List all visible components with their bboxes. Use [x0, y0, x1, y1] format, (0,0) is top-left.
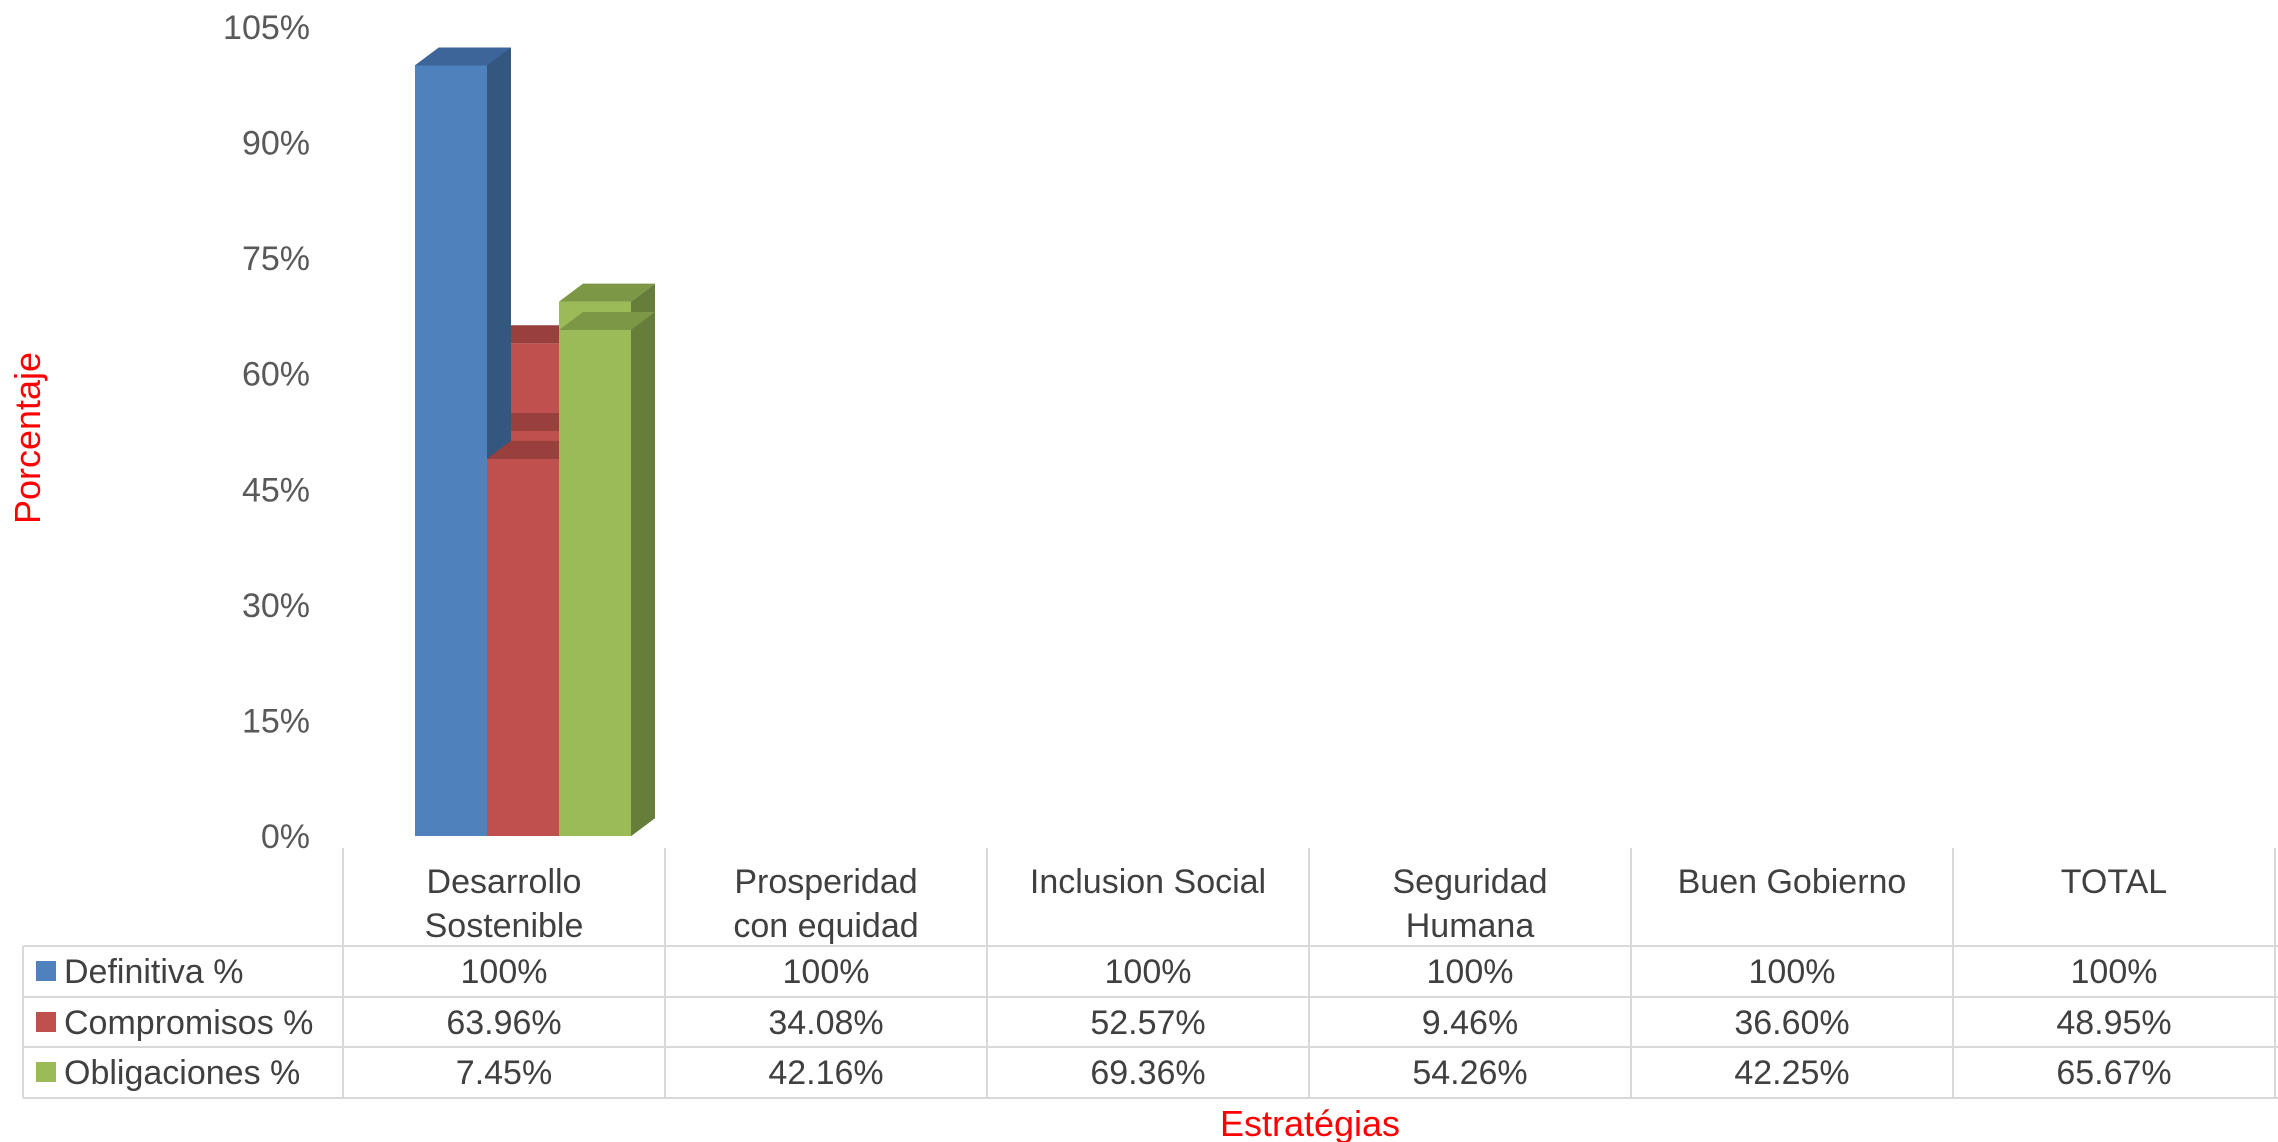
- y-axis: 0% 15% 30% 45% 60% 75% 90% 105%: [223, 9, 310, 856]
- category-label: Buen Gobierno: [1678, 863, 1907, 901]
- data-label: 36.60%: [1734, 1004, 1849, 1042]
- legend-label: Obligaciones %: [64, 1054, 300, 1092]
- y-tick-label: 45%: [242, 471, 310, 509]
- category-label: Seguridad: [1392, 863, 1547, 901]
- data-label: 34.08%: [768, 1004, 883, 1042]
- legend-label: Definitiva %: [64, 953, 244, 991]
- data-label: 48.95%: [2056, 1004, 2171, 1042]
- category-label: Desarrollo: [427, 863, 582, 901]
- y-axis-title: Porcentaje: [7, 352, 48, 524]
- legend-swatch: [36, 1062, 56, 1082]
- data-label: 7.45%: [456, 1054, 552, 1092]
- data-label: 42.16%: [768, 1054, 883, 1092]
- x-axis-title: Estratégias: [1220, 1103, 1400, 1142]
- data-label: 52.57%: [1090, 1004, 1205, 1042]
- bar-front: [559, 330, 631, 836]
- category-label: Inclusion Social: [1030, 863, 1266, 901]
- data-label: 100%: [1427, 953, 1514, 991]
- y-tick-label: 0%: [261, 818, 310, 856]
- legend-swatch: [36, 961, 56, 981]
- legend-label: Compromisos %: [64, 1004, 313, 1042]
- y-tick-label: 30%: [242, 587, 310, 625]
- data-label: 100%: [1105, 953, 1192, 991]
- bar-side: [631, 312, 655, 836]
- bar-top: [559, 312, 655, 331]
- data-label: 65.67%: [2056, 1054, 2171, 1092]
- data-label: 100%: [1749, 953, 1836, 991]
- bar-layer: [415, 47, 655, 837]
- y-tick-label: 75%: [242, 240, 310, 278]
- data-table: Desarrollo Sostenible Prosperidad con equid…: [22, 848, 2278, 1099]
- bar-top: [559, 283, 655, 302]
- data-label: 54.26%: [1412, 1054, 1527, 1092]
- data-label: 100%: [461, 953, 548, 991]
- category-label: Humana: [1406, 907, 1535, 945]
- bar-front: [487, 458, 559, 836]
- bar-top: [415, 47, 511, 66]
- data-label: 42.25%: [1734, 1054, 1849, 1092]
- y-tick-label: 90%: [242, 125, 310, 163]
- data-label: 100%: [783, 953, 870, 991]
- data-label: 100%: [2071, 953, 2158, 991]
- category-label: Sostenible: [425, 907, 584, 945]
- y-tick-label: 60%: [242, 356, 310, 394]
- category-label: con equidad: [733, 907, 918, 945]
- y-tick-label: 15%: [242, 702, 310, 740]
- data-label: 9.46%: [1422, 1004, 1518, 1042]
- bar: [559, 312, 655, 836]
- category-label: Prosperidad: [734, 863, 917, 901]
- data-label: 63.96%: [446, 1004, 561, 1042]
- data-label: 69.36%: [1090, 1054, 1205, 1092]
- y-tick-label: 105%: [223, 9, 310, 47]
- bar-front: [415, 65, 487, 837]
- legend-swatch: [36, 1012, 56, 1032]
- category-label: TOTAL: [2061, 863, 2167, 901]
